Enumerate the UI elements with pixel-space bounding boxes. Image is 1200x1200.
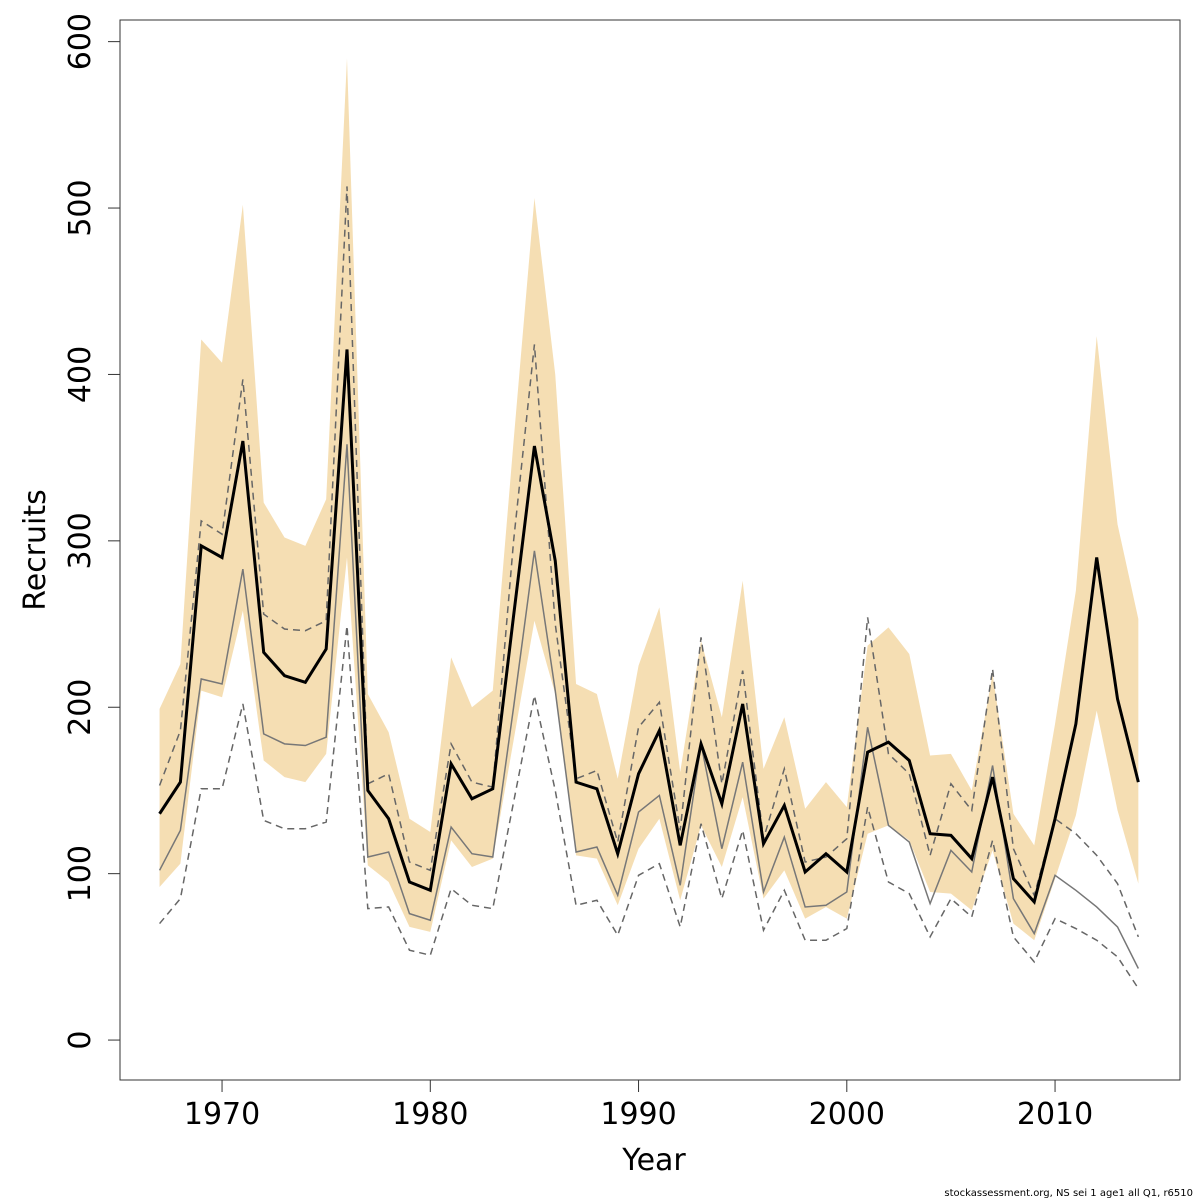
series-line <box>158 444 1140 969</box>
x-tick-label: 1980 <box>392 1097 468 1132</box>
y-tick-label: 0 <box>63 1031 98 1050</box>
confidence-band <box>159 58 1139 941</box>
y-tick-label: 300 <box>63 512 98 569</box>
y-axis-title: Recruits <box>18 489 53 611</box>
x-axis-title: Year <box>621 1143 686 1178</box>
y-tick-label: 400 <box>63 346 98 403</box>
y-tick-label: 100 <box>63 845 98 902</box>
x-tick-label: 2000 <box>809 1097 885 1132</box>
x-tick-label: 1970 <box>184 1097 260 1132</box>
y-tick-label: 600 <box>63 13 98 70</box>
y-tick-label: 500 <box>63 179 98 236</box>
series-line <box>158 349 1140 906</box>
footnote: stockassessment.org, NS sei 1 age1 all Q… <box>944 1188 1193 1199</box>
y-tick-label: 200 <box>63 679 98 736</box>
series-line <box>158 625 1139 989</box>
x-tick-label: 1990 <box>600 1097 676 1132</box>
series-line <box>158 186 1140 938</box>
x-tick-label: 2010 <box>1017 1097 1093 1132</box>
